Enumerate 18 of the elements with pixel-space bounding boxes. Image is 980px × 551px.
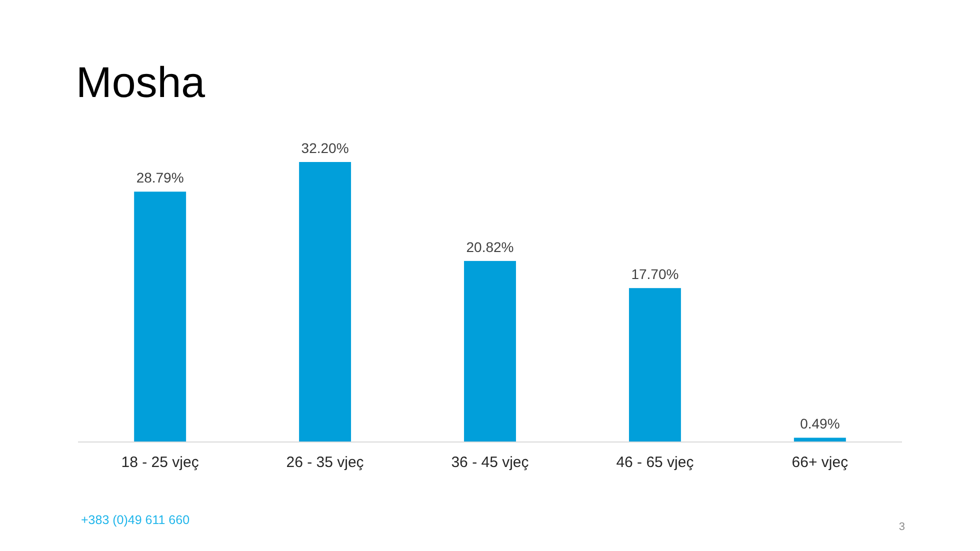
chart-title: Mosha [76,59,206,107]
bar [464,260,516,442]
bar [628,288,681,442]
data-label: 0.49% [800,416,840,432]
bar [794,438,846,442]
bar [134,192,186,442]
text: 3 [898,521,905,533]
bar [299,162,352,442]
x-tick-label: 36 - 45 vjeç [451,454,530,471]
x-tick-label: 26 - 35 vjeç [286,454,364,471]
x-tick-label: 18 - 25 vjeç [121,454,200,471]
x-tick-label: 46 - 65 vjeç [616,454,694,471]
x-tick-label: 66+ vjeç [792,454,849,471]
data-label: 17.70% [631,266,679,282]
data-label: 20.82% [466,238,514,255]
text: +383 (0)49 611 660 [81,513,190,527]
data-label: 32.20% [301,140,349,156]
data-label: 28.79% [136,170,184,186]
